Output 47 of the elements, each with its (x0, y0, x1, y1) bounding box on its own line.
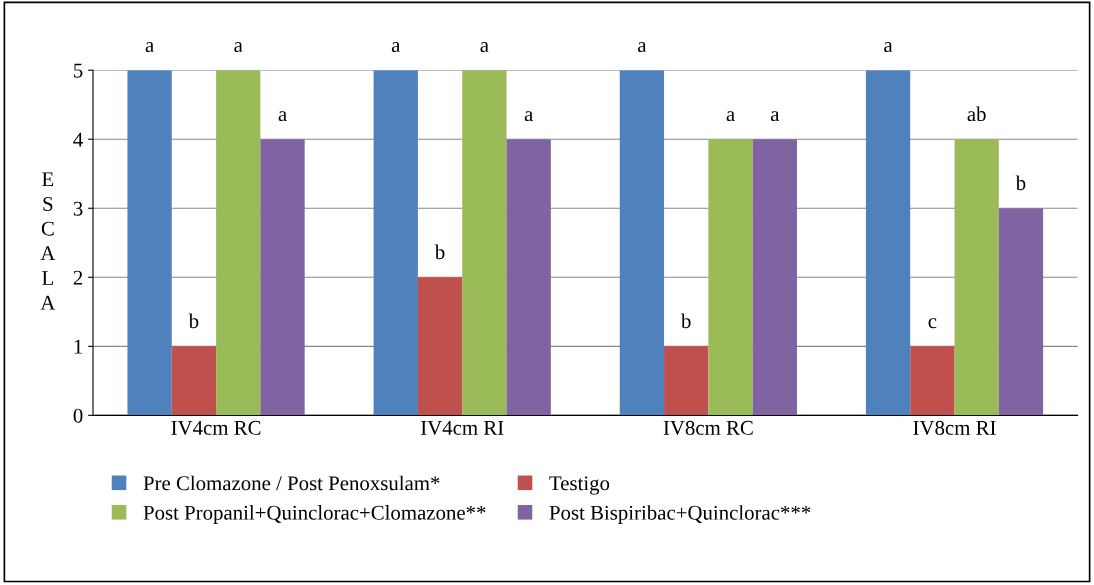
bar (373, 70, 418, 416)
legend-label: Post Propanil+Quinclorac+Clomazone** (143, 505, 486, 524)
y-axis-title: ESCALA (40, 172, 56, 310)
bar (506, 139, 551, 416)
bar (260, 139, 305, 416)
data-label: a (480, 42, 489, 53)
bar (708, 139, 753, 416)
legend-label: Testigo (549, 476, 610, 495)
data-label: b (1015, 175, 1026, 191)
data-label: c (928, 318, 937, 329)
data-label: a (884, 42, 893, 53)
data-label: a (770, 111, 780, 122)
data-label: a (234, 42, 243, 53)
y-tick-label: 5 (74, 63, 83, 78)
bar (752, 139, 797, 416)
legend-label: Post Bispiribac+Quinclorac*** (549, 505, 811, 525)
x-tick-label: IV4cm RC (171, 420, 261, 435)
bar (619, 70, 665, 416)
bar (998, 208, 1044, 416)
data-label: a (638, 42, 647, 53)
bar (171, 346, 217, 416)
data-label: a (524, 111, 534, 122)
data-label: b (434, 244, 445, 260)
y-tick-label: 1 (74, 339, 83, 354)
bar (910, 346, 955, 416)
data-label: a (726, 111, 735, 122)
data-label: a (391, 42, 401, 53)
y-tick-label: 0 (73, 408, 83, 423)
data-label: b (188, 313, 199, 329)
bar (462, 70, 507, 416)
x-tick-label: IV8cm RC (663, 420, 753, 435)
data-label: a (145, 42, 154, 53)
bar (216, 70, 261, 416)
bar (865, 70, 911, 416)
data-label: ab (967, 106, 986, 122)
y-tick-label: 3 (73, 201, 83, 216)
data-label: a (278, 111, 287, 122)
y-tick-label: 4 (73, 132, 83, 147)
bar (417, 277, 463, 416)
data-label: b (681, 313, 691, 329)
x-tick-label: IV8cm RI (913, 420, 996, 435)
x-tick-label: IV4cm RI (421, 420, 504, 435)
bar (664, 346, 709, 416)
legend-label: Pre Clomazone / Post Penoxsulam* (143, 475, 440, 491)
bar (127, 70, 172, 416)
bar (954, 139, 999, 416)
y-tick-label: 2 (73, 270, 83, 285)
